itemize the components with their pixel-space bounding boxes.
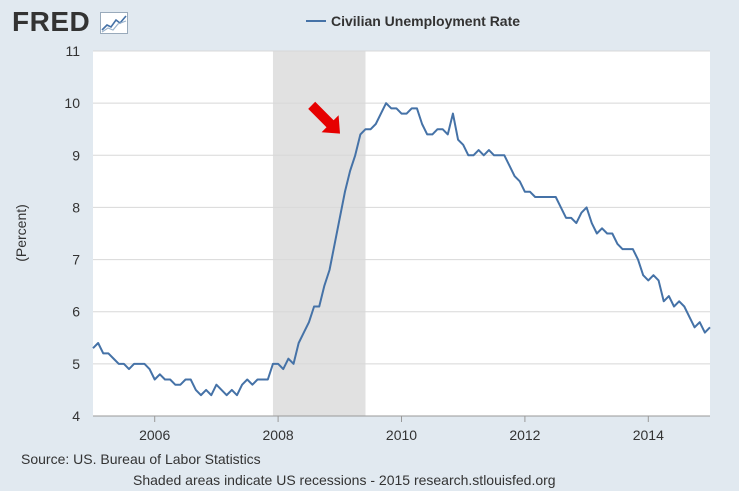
arrow-shape — [308, 101, 340, 134]
y-tick-label: 7 — [72, 252, 80, 268]
y-tick-labels: 4 5 6 7 8 9 10 11 — [64, 43, 80, 424]
fred-graph-logo-icon — [100, 12, 128, 34]
y-tick-label: 10 — [64, 95, 80, 111]
x-tick-label: 2008 — [263, 427, 294, 443]
y-tick-label: 11 — [65, 43, 80, 59]
x-tick-label: 2006 — [139, 427, 170, 443]
recession-note: Shaded areas indicate US recessions - 20… — [133, 472, 556, 488]
y-tick-label: 8 — [72, 199, 80, 215]
y-axis-label: (Percent) — [13, 204, 29, 262]
x-tick-labels: 2006 2008 2010 2012 2014 — [139, 427, 664, 443]
x-tick-label: 2014 — [633, 427, 664, 443]
x-tick-label: 2010 — [386, 427, 417, 443]
y-tick-label: 6 — [72, 304, 80, 320]
series-line-unemployment — [92, 102, 711, 397]
source-text: Source: US. Bureau of Labor Statistics — [21, 451, 261, 467]
y-tick-label: 5 — [72, 356, 80, 372]
annotation-arrow — [308, 101, 340, 134]
x-tick-label: 2012 — [509, 427, 540, 443]
fred-logo: FRED — [12, 6, 91, 37]
y-tick-label: 4 — [72, 408, 80, 424]
legend-label: Civilian Unemployment Rate — [331, 13, 520, 29]
plot-area — [93, 51, 710, 416]
y-tick-label: 9 — [72, 147, 80, 163]
x-tick-marks — [93, 415, 710, 422]
